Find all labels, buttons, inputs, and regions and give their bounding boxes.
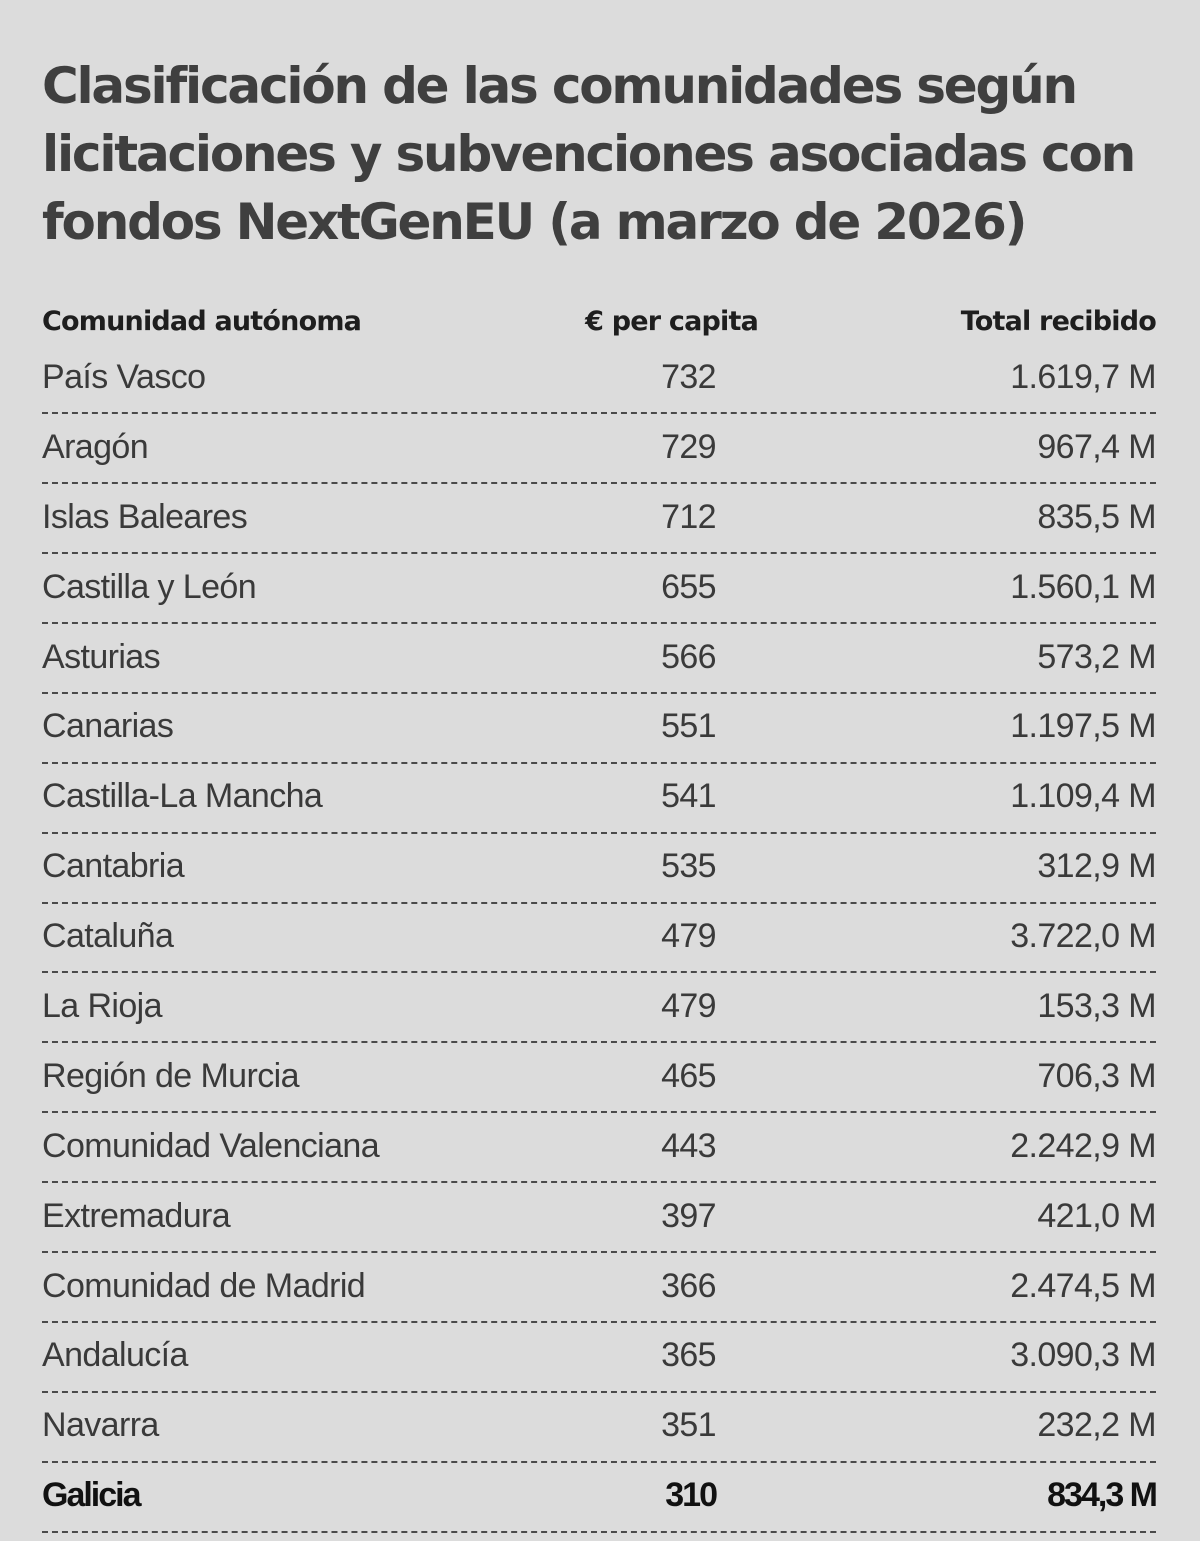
column-header-name: Comunidad autónoma [42,306,362,337]
table-row: País Vasco 732 1.619,7 M [42,346,1157,415]
chart-title: Clasificación de las comunidades según l… [42,57,1136,251]
table-row: Castilla-La Mancha 541 1.109,4 M [42,765,1157,834]
table-row: Extremadura 397 421,0 M [42,1185,1157,1253]
row-per-capita: 712 [661,497,717,536]
row-per-capita: 397 [661,1196,717,1235]
column-header-total: Total recibido [960,306,1157,337]
table-row: Aragón 729 967,4 M [42,416,1157,485]
row-name: Aragón [42,427,149,466]
table-row: Comunidad Valenciana 443 2.242,9 M [42,1115,1157,1184]
table-row: Castilla y León 655 1.560,1 M [42,556,1157,624]
row-total: 573,2 M [1037,637,1156,676]
table-row: Asturias 566 573,2 M [42,626,1157,694]
row-total: 3.090,3 M [1010,1336,1156,1375]
row-per-capita: 732 [661,358,717,396]
row-per-capita: 351 [661,1406,717,1445]
row-total: 2.474,5 M [1010,1266,1156,1305]
table-row: Región de Murcia 465 706,3 M [42,1045,1157,1114]
row-name: Extremadura [42,1196,231,1235]
table-row: Islas Baleares 712 835,5 M [42,486,1157,555]
row-name: Comunidad de Madrid [42,1266,366,1305]
row-total: 1.560,1 M [1010,567,1156,606]
table-row: Canarias 551 1.197,5 M [42,695,1157,764]
row-total: 1.619,7 M [1010,358,1156,396]
row-total: 312,9 M [1037,847,1156,886]
row-name: Castilla y León [42,567,257,606]
table-row: Galicia 310 834,3 M [42,1464,1158,1533]
row-name: Islas Baleares [42,497,248,536]
row-total: 835,5 M [1037,497,1156,536]
row-per-capita: 655 [661,567,717,606]
row-total: 706,3 M [1037,1056,1156,1095]
table-body: País Vasco 732 1.619,7 M Aragón 729 967,4 M Is… [42,346,1158,1533]
row-per-capita: 310 [665,1476,718,1515]
row-total: 1.197,5 M [1010,707,1156,746]
row-total: 2.242,9 M [1010,1126,1156,1165]
table-row: Navarra 351 232,2 M [42,1394,1157,1463]
row-name: Andalucía [42,1336,188,1375]
row-total: 967,4 M [1037,427,1156,466]
row-per-capita: 365 [661,1336,717,1375]
row-per-capita: 479 [661,987,717,1026]
row-name: Región de Murcia [42,1056,299,1095]
table-row: La Rioja 479 153,3 M [42,975,1157,1044]
table-row: Cataluña 479 3.722,0 M [42,905,1157,974]
row-name: Canarias [42,707,174,746]
row-name: Navarra [42,1406,159,1445]
row-name: Cataluña [42,917,174,956]
row-total: 421,0 M [1037,1196,1156,1235]
row-name: Comunidad Valenciana [42,1126,380,1165]
row-total: 1.109,4 M [1010,777,1156,816]
row-name: La Rioja [42,987,163,1026]
row-per-capita: 443 [661,1126,717,1165]
ranking-table: Comunidad autónoma € per capita Total re… [42,300,1158,1534]
row-name: País Vasco [42,358,206,396]
row-per-capita: 366 [661,1266,717,1305]
row-per-capita: 465 [661,1056,717,1095]
row-per-capita: 729 [661,427,717,466]
row-per-capita: 535 [661,847,717,886]
row-per-capita: 566 [661,637,717,676]
row-name: Asturias [42,637,161,676]
row-per-capita: 551 [661,707,717,746]
table-row: Andalucía 365 3.090,3 M [42,1324,1157,1393]
table-row: Cantabria 535 312,9 M [42,835,1157,904]
table-row: Comunidad de Madrid 366 2.474,5 M [42,1255,1157,1323]
row-total: 153,3 M [1037,987,1156,1026]
row-total: 232,2 M [1037,1406,1156,1445]
row-name: Castilla-La Mancha [42,777,323,816]
row-per-capita: 479 [661,917,717,956]
row-name: Cantabria [42,847,185,886]
row-per-capita: 541 [661,777,717,816]
row-total: 3.722,0 M [1010,917,1156,956]
row-total: 834,3 M [1047,1476,1158,1515]
column-header-per-capita: € per capita [585,306,759,337]
row-name: Galicia [42,1476,142,1515]
table-header: Comunidad autónoma € per capita Total re… [42,300,1157,346]
